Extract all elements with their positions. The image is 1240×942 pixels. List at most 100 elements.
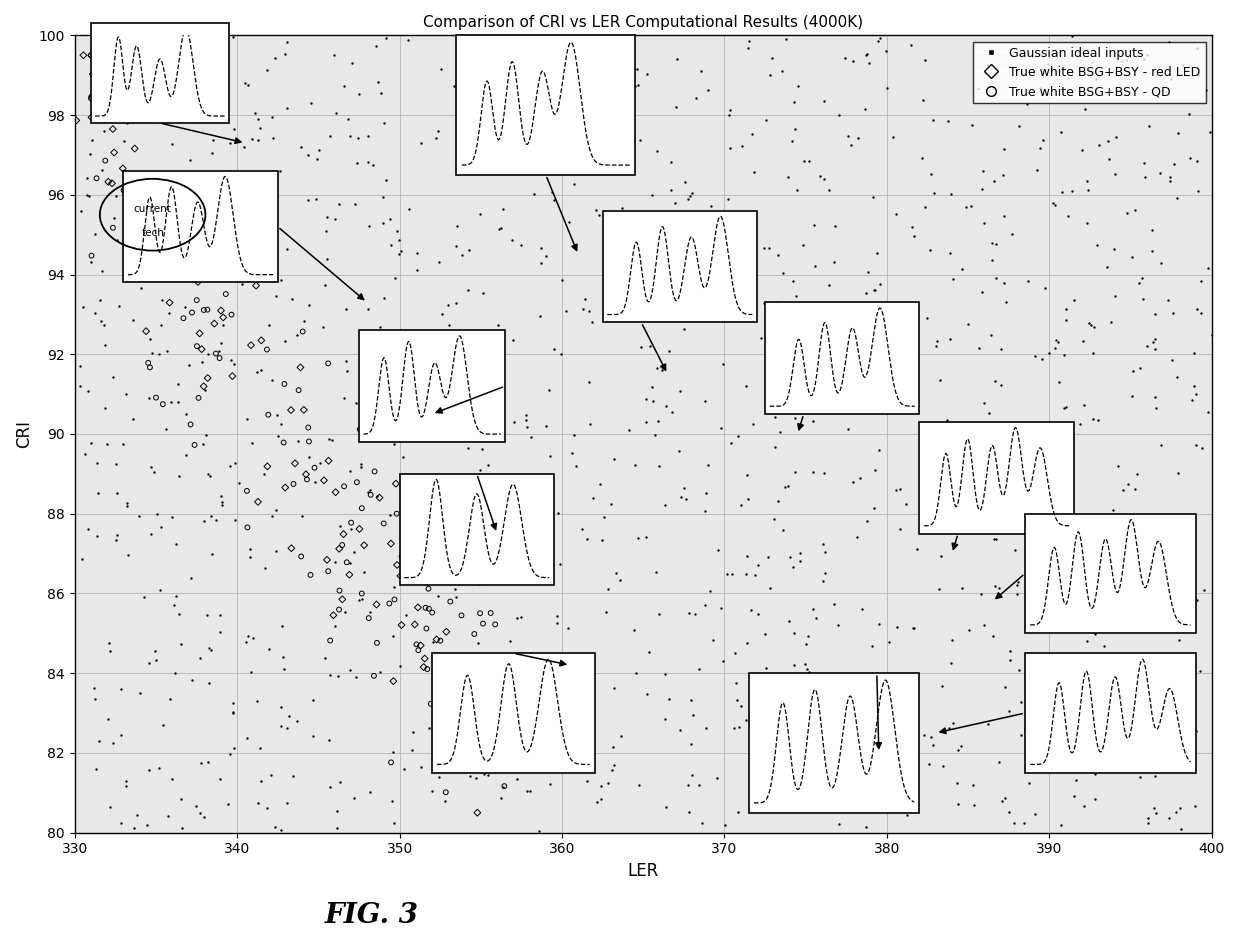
Point xyxy=(427,632,446,647)
Point xyxy=(334,479,353,494)
Point xyxy=(425,370,445,385)
Point xyxy=(718,192,738,207)
Point xyxy=(1159,34,1179,49)
Point xyxy=(474,616,494,631)
Point xyxy=(342,56,362,71)
Point xyxy=(157,808,177,823)
Point xyxy=(790,553,810,568)
Point xyxy=(1146,342,1166,357)
Point xyxy=(348,131,368,146)
Point xyxy=(820,278,839,293)
Point xyxy=(1003,226,1023,241)
Point xyxy=(830,381,849,396)
Point xyxy=(518,57,538,73)
Point xyxy=(371,85,391,100)
Point xyxy=(534,35,554,50)
Point xyxy=(713,356,733,371)
Point xyxy=(640,644,660,659)
Point xyxy=(242,131,262,146)
Point xyxy=(863,500,883,515)
Point xyxy=(631,310,651,325)
Point xyxy=(1130,539,1149,554)
Point xyxy=(448,219,467,234)
Point xyxy=(661,154,681,170)
Point xyxy=(529,125,549,140)
Point xyxy=(1089,540,1109,555)
Point xyxy=(272,719,291,734)
Point xyxy=(202,236,222,252)
Point xyxy=(98,174,118,189)
Point xyxy=(533,531,553,546)
Point xyxy=(732,698,751,713)
Point xyxy=(435,785,455,800)
Point xyxy=(248,495,268,510)
Point xyxy=(821,378,841,393)
Point xyxy=(1146,306,1166,321)
Point xyxy=(813,93,833,108)
Point xyxy=(78,383,98,398)
Point xyxy=(986,578,1006,593)
Point xyxy=(202,146,222,161)
Point xyxy=(763,704,782,719)
Point xyxy=(117,774,136,789)
Point xyxy=(1009,119,1029,134)
Point xyxy=(713,653,733,668)
Point xyxy=(1167,190,1187,205)
Point xyxy=(464,369,484,384)
Point xyxy=(890,522,910,537)
Point xyxy=(862,638,882,653)
Point xyxy=(248,365,268,380)
Point xyxy=(717,566,737,581)
Point xyxy=(341,515,361,530)
Point xyxy=(387,506,407,521)
Point xyxy=(103,122,123,137)
Point xyxy=(319,453,339,468)
Point xyxy=(887,802,906,817)
Point xyxy=(904,322,924,337)
Point xyxy=(1097,134,1117,149)
Point xyxy=(86,305,105,320)
Point xyxy=(272,619,291,634)
Point xyxy=(329,196,348,211)
Point xyxy=(484,98,503,113)
Point xyxy=(340,129,360,144)
Point xyxy=(771,711,791,726)
Point xyxy=(1122,388,1142,403)
Point xyxy=(324,608,343,623)
Point xyxy=(386,389,405,404)
Point xyxy=(335,391,355,406)
Point xyxy=(402,742,422,757)
Point xyxy=(1045,340,1065,355)
Point xyxy=(414,659,434,674)
Point xyxy=(82,436,102,451)
Point xyxy=(407,263,427,278)
Point xyxy=(678,777,698,792)
Point xyxy=(365,668,384,683)
Point xyxy=(450,557,470,572)
Point xyxy=(785,464,805,479)
Point xyxy=(197,370,217,385)
Point xyxy=(769,248,789,263)
Point xyxy=(667,52,687,67)
Point xyxy=(428,123,448,138)
Point xyxy=(986,531,1006,546)
Point xyxy=(517,420,537,435)
Point xyxy=(682,186,702,201)
Point xyxy=(107,528,126,543)
Point xyxy=(193,379,213,394)
Point xyxy=(1030,140,1050,155)
Point xyxy=(820,183,839,198)
Point xyxy=(1106,129,1126,144)
Point xyxy=(1120,591,1140,606)
Point xyxy=(172,237,192,252)
Point xyxy=(661,182,681,197)
Point xyxy=(317,552,337,567)
Point xyxy=(472,711,492,726)
Point xyxy=(994,680,1014,695)
Point xyxy=(591,778,611,793)
Point xyxy=(776,31,796,46)
Point xyxy=(129,191,149,206)
Point xyxy=(212,495,232,510)
Point xyxy=(367,635,387,650)
Point xyxy=(358,129,378,144)
